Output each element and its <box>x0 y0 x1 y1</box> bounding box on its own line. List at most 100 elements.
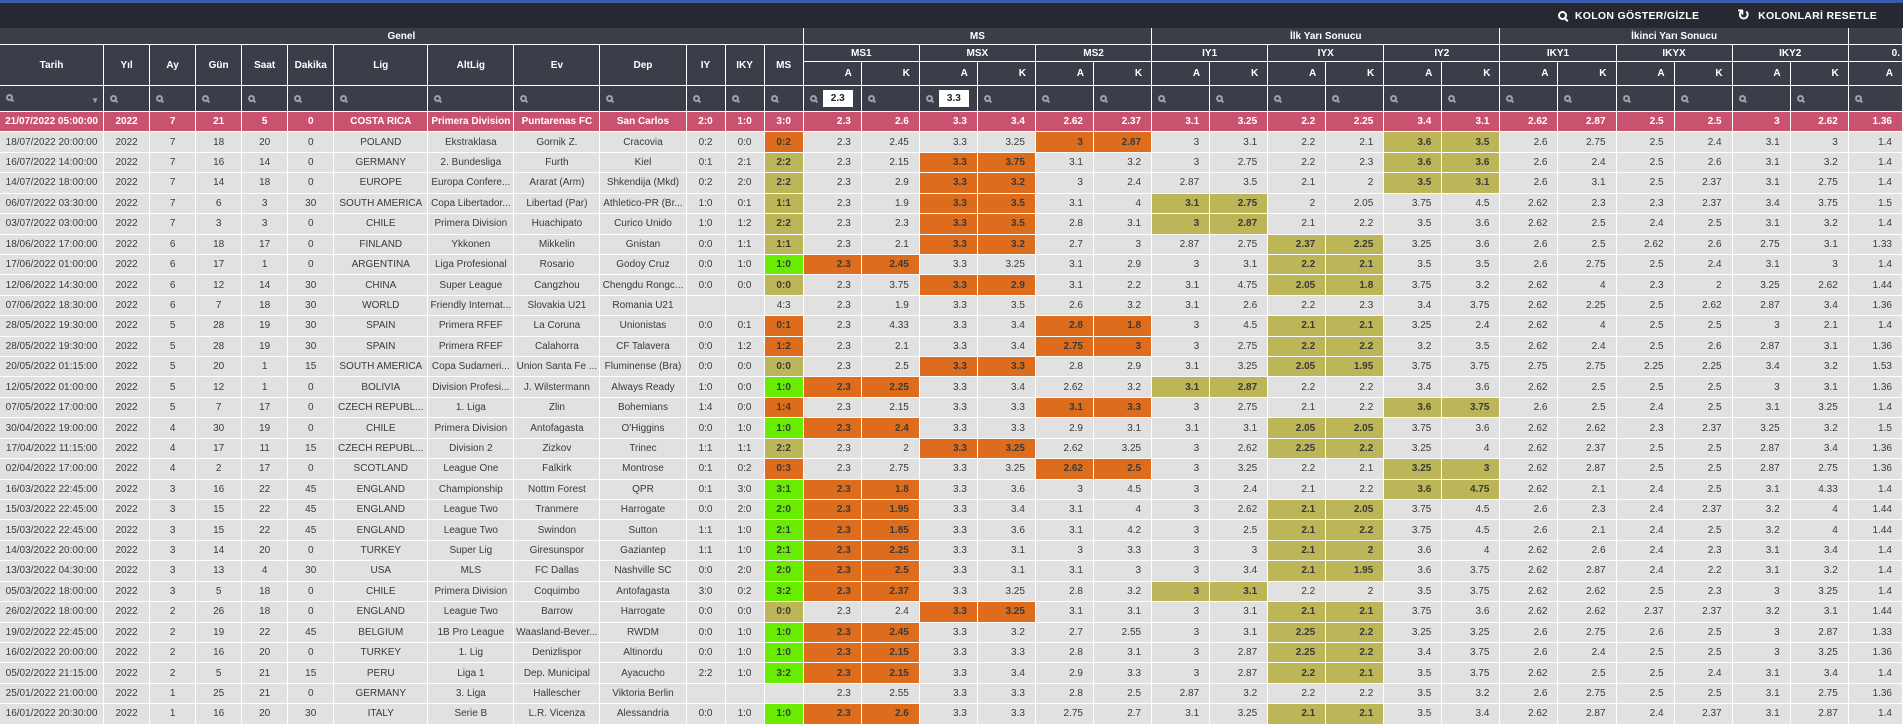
table-row[interactable]: 19/02/2022 22:45:00 2022 2 19 22 45 BELGIUM 1B … <box>0 622 1903 643</box>
ak-header-a[interactable]: A <box>1500 62 1559 86</box>
table-row[interactable]: 12/05/2022 01:00:00 2022 5 12 1 0 BOLIVIA Divis… <box>0 377 1903 398</box>
subgroup-header-ikyx[interactable]: IKYX <box>1616 45 1733 62</box>
ak-header-k[interactable]: K <box>1210 62 1269 86</box>
filter-cell-29[interactable] <box>1732 86 1791 112</box>
reset-columns-button[interactable]: ↻ KOLONLARİ RESETLE <box>1737 8 1877 23</box>
table-row[interactable]: 15/03/2022 22:45:00 2022 3 15 22 45 ENGLAND Lea… <box>0 520 1903 541</box>
filter-cell-17[interactable] <box>1035 86 1094 112</box>
ak-header-a[interactable]: A <box>1384 62 1443 86</box>
ak-header-last[interactable]: A <box>1848 62 1903 86</box>
filter-cell-23[interactable] <box>1384 86 1443 112</box>
subgroup-header-iyx[interactable]: IYX <box>1268 45 1385 62</box>
column-header-yıl[interactable]: Yıl <box>104 45 151 86</box>
filter-cell-10[interactable] <box>686 86 726 112</box>
ak-header-a[interactable]: A <box>1616 62 1675 86</box>
ak-header-a[interactable]: A <box>919 62 978 86</box>
table-row[interactable]: 14/07/2022 18:00:00 2022 7 14 18 0 EUROPE Europ… <box>0 173 1903 194</box>
filter-cell-0[interactable]: ▼ <box>0 86 105 112</box>
table-row[interactable]: 15/03/2022 22:45:00 2022 3 15 22 45 ENGLAND Lea… <box>0 500 1903 521</box>
filter-cell-2[interactable] <box>150 86 197 112</box>
filter-cell-7[interactable] <box>428 86 515 112</box>
ak-header-k[interactable]: K <box>861 62 920 86</box>
column-header-ms[interactable]: MS <box>764 45 804 86</box>
subgroup-header-iy1[interactable]: IY1 <box>1152 45 1269 62</box>
chevron-down-icon[interactable]: ▼ <box>91 95 100 105</box>
subgroup-header-ms2[interactable]: MS2 <box>1035 45 1153 62</box>
table-row[interactable]: 16/03/2022 22:45:00 2022 3 16 22 45 ENGLAND Cha… <box>0 479 1903 501</box>
subgroup-header-last[interactable]: 0. <box>1848 45 1903 62</box>
table-row[interactable]: 25/01/2022 21:00:00 2022 1 25 21 0 GERMANY 3. L… <box>0 683 1903 705</box>
filter-cell-19[interactable] <box>1152 86 1211 112</box>
filter-cell-12[interactable] <box>764 86 804 112</box>
ak-header-k[interactable]: K <box>1790 62 1849 86</box>
filter-cell-16[interactable] <box>977 86 1036 112</box>
table-row[interactable]: 14/03/2022 20:00:00 2022 3 14 20 0 TURKEY Super… <box>0 540 1903 562</box>
filter-cell-20[interactable] <box>1210 86 1269 112</box>
filter-cell-3[interactable] <box>196 86 243 112</box>
filter-cell-21[interactable] <box>1268 86 1327 112</box>
filter-cell-30[interactable] <box>1790 86 1849 112</box>
ak-header-a[interactable]: A <box>1268 62 1327 86</box>
table-row[interactable]: 13/03/2022 04:30:00 2022 3 13 4 30 USA MLS FC Da… <box>0 561 1903 582</box>
column-header-ev[interactable]: Ev <box>514 45 601 86</box>
table-row[interactable]: 20/05/2022 01:15:00 2022 5 20 1 15 SOUTH AMERI… <box>0 357 1903 378</box>
filter-cell-9[interactable] <box>600 86 687 112</box>
ak-header-a[interactable]: A <box>1732 62 1791 86</box>
filter-input-msx-a[interactable]: 3.3 <box>938 90 969 107</box>
table-row[interactable]: 26/02/2022 18:00:00 2022 2 26 18 0 ENGLAND Leag… <box>0 602 1903 623</box>
show-hide-columns-button[interactable]: KOLON GÖSTER/GİZLE <box>1557 10 1699 22</box>
filter-cell-1[interactable] <box>104 86 151 112</box>
filter-input-ms1-a[interactable]: 2.3 <box>822 90 853 107</box>
table-row[interactable]: 06/07/2022 03:30:00 2022 7 6 3 30 SOUTH AMERIC… <box>0 193 1903 215</box>
table-row[interactable]: 03/07/2022 03:00:00 2022 7 3 3 0 CHILE Primera … <box>0 214 1903 235</box>
table-row[interactable]: 16/01/2022 20:30:00 2022 1 16 20 30 ITALY Serie… <box>0 704 1903 725</box>
filter-cell-5[interactable] <box>288 86 335 112</box>
column-header-tarih[interactable]: Tarih <box>0 45 105 86</box>
filter-cell-27[interactable] <box>1616 86 1675 112</box>
filter-cell-13[interactable]: 2.3 <box>803 86 862 112</box>
column-header-ay[interactable]: Ay <box>150 45 197 86</box>
column-header-dep[interactable]: Dep <box>600 45 687 86</box>
filter-cell-6[interactable] <box>334 86 429 112</box>
column-header-lig[interactable]: Lig <box>334 45 429 86</box>
table-row[interactable]: 18/07/2022 20:00:00 2022 7 18 20 0 POLAND Ekstr… <box>0 132 1903 153</box>
filter-cell-15[interactable]: 3.3 <box>919 86 978 112</box>
filter-cell-11[interactable] <box>725 86 765 112</box>
table-row[interactable]: 30/04/2022 19:00:00 2022 4 30 19 0 CHILE Primer… <box>0 418 1903 439</box>
column-header-iky[interactable]: IKY <box>725 45 765 86</box>
subgroup-header-iy2[interactable]: IY2 <box>1384 45 1501 62</box>
table-row[interactable]: 18/06/2022 17:00:00 2022 6 18 17 0 FINLAND Ykko… <box>0 234 1903 255</box>
table-row[interactable]: 02/04/2022 17:00:00 2022 4 2 17 0 SCOTLAND Leag… <box>0 459 1903 480</box>
ak-header-k[interactable]: K <box>1093 62 1153 86</box>
filter-cell-22[interactable] <box>1326 86 1385 112</box>
column-header-iy[interactable]: IY <box>686 45 726 86</box>
filter-cell-31[interactable] <box>1848 86 1903 112</box>
filter-cell-4[interactable] <box>242 86 289 112</box>
ak-header-a[interactable]: A <box>803 62 862 86</box>
ak-header-a[interactable]: A <box>1035 62 1094 86</box>
filter-cell-18[interactable] <box>1093 86 1153 112</box>
filter-cell-14[interactable] <box>861 86 920 112</box>
table-row[interactable]: 28/05/2022 19:30:00 2022 5 28 19 30 SPAIN Prime… <box>0 336 1903 358</box>
table-row[interactable]: 16/07/2022 14:00:00 2022 7 16 14 0 GERMANY 2. B… <box>0 152 1903 174</box>
table-row[interactable]: 21/07/2022 05:00:00 2022 7 21 5 0 COSTA RICA Pr… <box>0 112 1903 133</box>
filter-cell-26[interactable] <box>1558 86 1617 112</box>
ak-header-k[interactable]: K <box>977 62 1036 86</box>
table-row[interactable]: 16/02/2022 20:00:00 2022 2 16 20 0 TURKEY 1. Li… <box>0 642 1903 664</box>
ak-header-k[interactable]: K <box>1674 62 1733 86</box>
table-row[interactable]: 17/04/2022 11:15:00 2022 4 17 11 15 CZECH REPU… <box>0 438 1903 460</box>
column-header-saat[interactable]: Saat <box>242 45 289 86</box>
subgroup-header-msx[interactable]: MSX <box>919 45 1036 62</box>
column-header-altlig[interactable]: AltLig <box>428 45 515 86</box>
filter-cell-24[interactable] <box>1442 86 1501 112</box>
filter-cell-28[interactable] <box>1674 86 1733 112</box>
table-row[interactable]: 28/05/2022 19:30:00 2022 5 28 19 30 SPAIN Prime… <box>0 316 1903 337</box>
table-row[interactable]: 05/03/2022 18:00:00 2022 3 5 18 0 CHILE Primera… <box>0 581 1903 603</box>
table-row[interactable]: 17/06/2022 01:00:00 2022 6 17 1 0 ARGENTINA Lig… <box>0 254 1903 276</box>
filter-cell-8[interactable] <box>514 86 601 112</box>
ak-header-k[interactable]: K <box>1326 62 1385 86</box>
ak-header-a[interactable]: A <box>1152 62 1211 86</box>
subgroup-header-iky2[interactable]: IKY2 <box>1732 45 1849 62</box>
column-header-dakika[interactable]: Dakika <box>288 45 335 86</box>
